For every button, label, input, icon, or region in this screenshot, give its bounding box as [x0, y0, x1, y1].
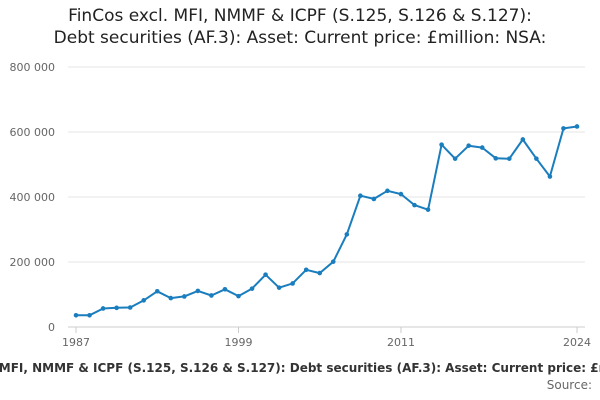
data-point[interactable] — [534, 156, 539, 161]
chart-title: FinCos excl. MFI, NMMF & ICPF (S.125, S.… — [0, 5, 600, 49]
data-point[interactable] — [330, 259, 336, 264]
y-tick-label: 200 000 — [10, 256, 56, 269]
data-point[interactable] — [344, 232, 350, 237]
data-point[interactable] — [182, 294, 187, 299]
data-point[interactable] — [398, 191, 404, 197]
y-tick-label: 600 000 — [10, 126, 56, 139]
data-point[interactable] — [73, 313, 79, 318]
data-point[interactable] — [317, 270, 323, 276]
data-point[interactable] — [371, 196, 377, 202]
data-point[interactable] — [290, 281, 295, 286]
x-tick-label: 1987 — [62, 336, 90, 349]
data-point[interactable] — [209, 293, 214, 298]
chart-title-line-2: Debt securities (AF.3): Asset: Current p… — [53, 28, 547, 48]
data-point[interactable] — [263, 272, 268, 277]
series-debt-securities[interactable] — [73, 124, 580, 318]
data-point[interactable] — [127, 305, 133, 310]
x-tick-label: 2011 — [387, 336, 415, 349]
y-tick-label: 0 — [48, 321, 55, 334]
x-tick-label: 2024 — [563, 336, 591, 349]
data-point[interactable] — [358, 193, 363, 198]
series-line — [75, 125, 578, 317]
data-point[interactable] — [249, 286, 255, 291]
data-point[interactable] — [493, 156, 499, 161]
data-point[interactable] — [87, 313, 92, 318]
data-point[interactable] — [141, 298, 147, 303]
grid-lines — [68, 66, 585, 263]
data-point[interactable] — [412, 202, 417, 208]
chart-caption-area: FinCos excl. MFI, NMMF & ICPF (S.125, S.… — [0, 360, 600, 400]
chart-caption: FinCos excl. MFI, NMMF & ICPF (S.125, S.… — [0, 361, 600, 375]
data-point[interactable] — [547, 174, 553, 179]
source-label: Source: — [546, 378, 592, 392]
data-point[interactable] — [195, 288, 201, 294]
y-tick-label: 400 000 — [10, 191, 56, 204]
data-point[interactable] — [303, 267, 309, 273]
data-point[interactable] — [168, 295, 174, 301]
data-point[interactable] — [114, 305, 119, 311]
data-point[interactable] — [385, 188, 390, 194]
data-point[interactable] — [100, 306, 106, 311]
chart-title-line-1: FinCos excl. MFI, NMMF & ICPF (S.125, S.… — [68, 6, 532, 26]
data-point[interactable] — [479, 145, 485, 150]
data-point[interactable] — [466, 143, 471, 148]
data-point[interactable] — [506, 156, 512, 161]
data-point[interactable] — [222, 287, 228, 292]
data-point[interactable] — [154, 288, 160, 294]
data-point[interactable] — [439, 142, 444, 147]
tick-labels: 0 200 000 400 000 600 000 800 000 1987 1999 201… — [10, 61, 592, 349]
data-point[interactable] — [425, 207, 431, 212]
x-tick-label: 1999 — [224, 336, 252, 349]
data-point[interactable] — [276, 285, 282, 290]
y-tick-label: 800 000 — [10, 61, 56, 74]
data-point[interactable] — [452, 156, 458, 161]
axes — [68, 326, 585, 333]
data-point[interactable] — [236, 293, 241, 299]
data-point[interactable] — [574, 124, 580, 129]
data-point[interactable] — [520, 137, 526, 142]
data-point[interactable] — [561, 126, 566, 131]
